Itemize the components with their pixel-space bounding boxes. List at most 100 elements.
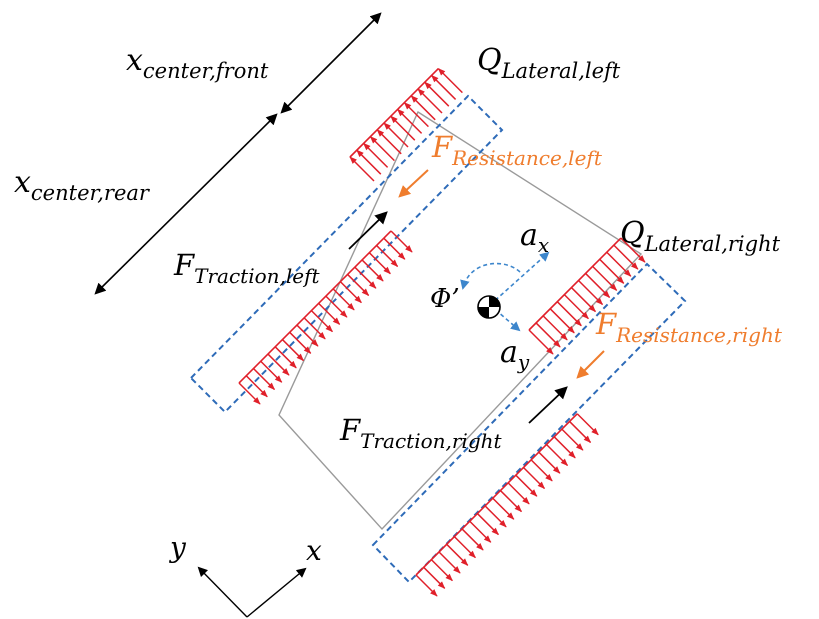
resistance-right-arrow: [576, 350, 605, 379]
load-arrow: [561, 428, 584, 451]
load-arrow: [339, 281, 362, 304]
load-arrow: [383, 122, 409, 148]
load-arrow: [499, 490, 522, 513]
load-arrow: [369, 136, 395, 162]
load-arrow: [354, 266, 377, 289]
load-arrow: [349, 156, 375, 182]
load-arrow: [347, 273, 370, 296]
accel-x-label: ax: [520, 218, 549, 257]
axis-y-label: y: [168, 531, 187, 564]
x-center-front-label: xcenter,front: [126, 43, 269, 83]
load-arrow: [492, 497, 515, 520]
f-resistance-right-label: FResistance,right: [595, 307, 783, 347]
x-center-front-dimension-arrow: [280, 12, 382, 114]
load-arrow: [528, 329, 554, 355]
load-arrow: [453, 536, 476, 559]
load-arrow: [620, 237, 646, 263]
load-arrow: [245, 375, 268, 398]
load-arrow: [274, 346, 297, 369]
load-arrow: [390, 230, 413, 253]
load-arrow: [390, 115, 416, 141]
load-arrow: [267, 353, 290, 376]
lateral-load-right-front: [528, 237, 646, 355]
load-arrow: [383, 237, 406, 260]
axis-origin-y-arrow: [197, 566, 248, 618]
load-arrow: [325, 295, 348, 318]
load-arrow: [613, 244, 639, 270]
accel-y-label: ay: [500, 335, 530, 374]
load-arrow: [549, 308, 575, 334]
axis-x-label: x: [306, 534, 322, 567]
load-arrow: [522, 466, 546, 490]
load-arrow: [599, 258, 625, 284]
load-arrow: [556, 301, 582, 327]
center-of-gravity-icon: [477, 295, 501, 319]
load-arrow: [461, 528, 484, 551]
load-arrow: [252, 367, 276, 391]
load-arrow: [535, 322, 561, 348]
left-track-outline: [189, 94, 504, 414]
load-arrow: [484, 505, 507, 528]
yaw-rate-arrow: [460, 262, 521, 290]
load-arrow: [530, 459, 553, 482]
load-arrow: [577, 279, 604, 306]
load-arrow: [376, 244, 399, 267]
load-arrow: [296, 324, 319, 347]
load-envelope-line: [349, 68, 439, 158]
load-arrow: [431, 74, 457, 100]
load-arrow: [592, 265, 618, 291]
load-arrow: [310, 310, 333, 333]
load-arrow: [469, 520, 492, 543]
load-arrow: [542, 315, 568, 341]
vehicle-body-outline: [278, 110, 643, 531]
load-arrow: [303, 317, 326, 340]
x-center-rear-dimension-arrow: [94, 113, 278, 295]
lateral-load-right-rear: [415, 413, 599, 597]
accel-y-arrow: [489, 304, 521, 332]
load-arrow: [446, 543, 469, 566]
load-arrow: [318, 302, 341, 325]
load-arrow: [476, 513, 499, 536]
load-arrow: [437, 68, 463, 94]
load-arrow: [403, 102, 429, 128]
accel-x-arrow: [489, 251, 550, 306]
q-lateral-right-label: QLateral,right: [620, 216, 781, 256]
load-arrow: [438, 551, 461, 574]
f-traction-left-label: FTraction,left: [173, 248, 320, 288]
f-traction-right-label: FTraction,right: [339, 413, 503, 453]
load-arrow: [423, 566, 446, 589]
load-arrow: [376, 129, 402, 155]
load-arrow: [424, 81, 450, 107]
axis-origin-x-arrow: [246, 567, 307, 618]
load-arrow: [606, 251, 632, 277]
load-arrow: [363, 142, 389, 168]
load-arrow: [289, 331, 312, 354]
q-lateral-left-label: QLateral,left: [477, 43, 621, 83]
lateral-load-left-rear: [238, 230, 413, 405]
load-arrow: [585, 272, 611, 298]
load-arrow: [356, 149, 382, 175]
load-envelope-line: [238, 230, 392, 384]
load-arrow: [507, 482, 530, 505]
load-arrow: [361, 259, 384, 282]
resistance-left-arrow: [398, 169, 429, 198]
traction-left-arrow: [348, 211, 388, 250]
load-arrow: [563, 294, 589, 320]
f-resistance-left-label: FResistance,left: [431, 130, 603, 170]
load-arrow: [281, 339, 304, 362]
load-arrow: [545, 443, 569, 467]
load-arrow: [417, 88, 443, 114]
lateral-load-left-front: [349, 68, 463, 182]
load-envelope-line: [415, 413, 578, 576]
load-envelope-line: [528, 237, 622, 331]
load-arrow: [576, 413, 599, 436]
load-arrow: [368, 252, 391, 275]
load-arrow: [260, 360, 283, 383]
load-arrow: [410, 95, 436, 121]
load-arrow: [430, 559, 453, 582]
load-arrow: [397, 108, 423, 134]
traction-right-arrow: [528, 386, 568, 424]
load-arrow: [332, 288, 355, 311]
load-arrow: [569, 420, 592, 443]
